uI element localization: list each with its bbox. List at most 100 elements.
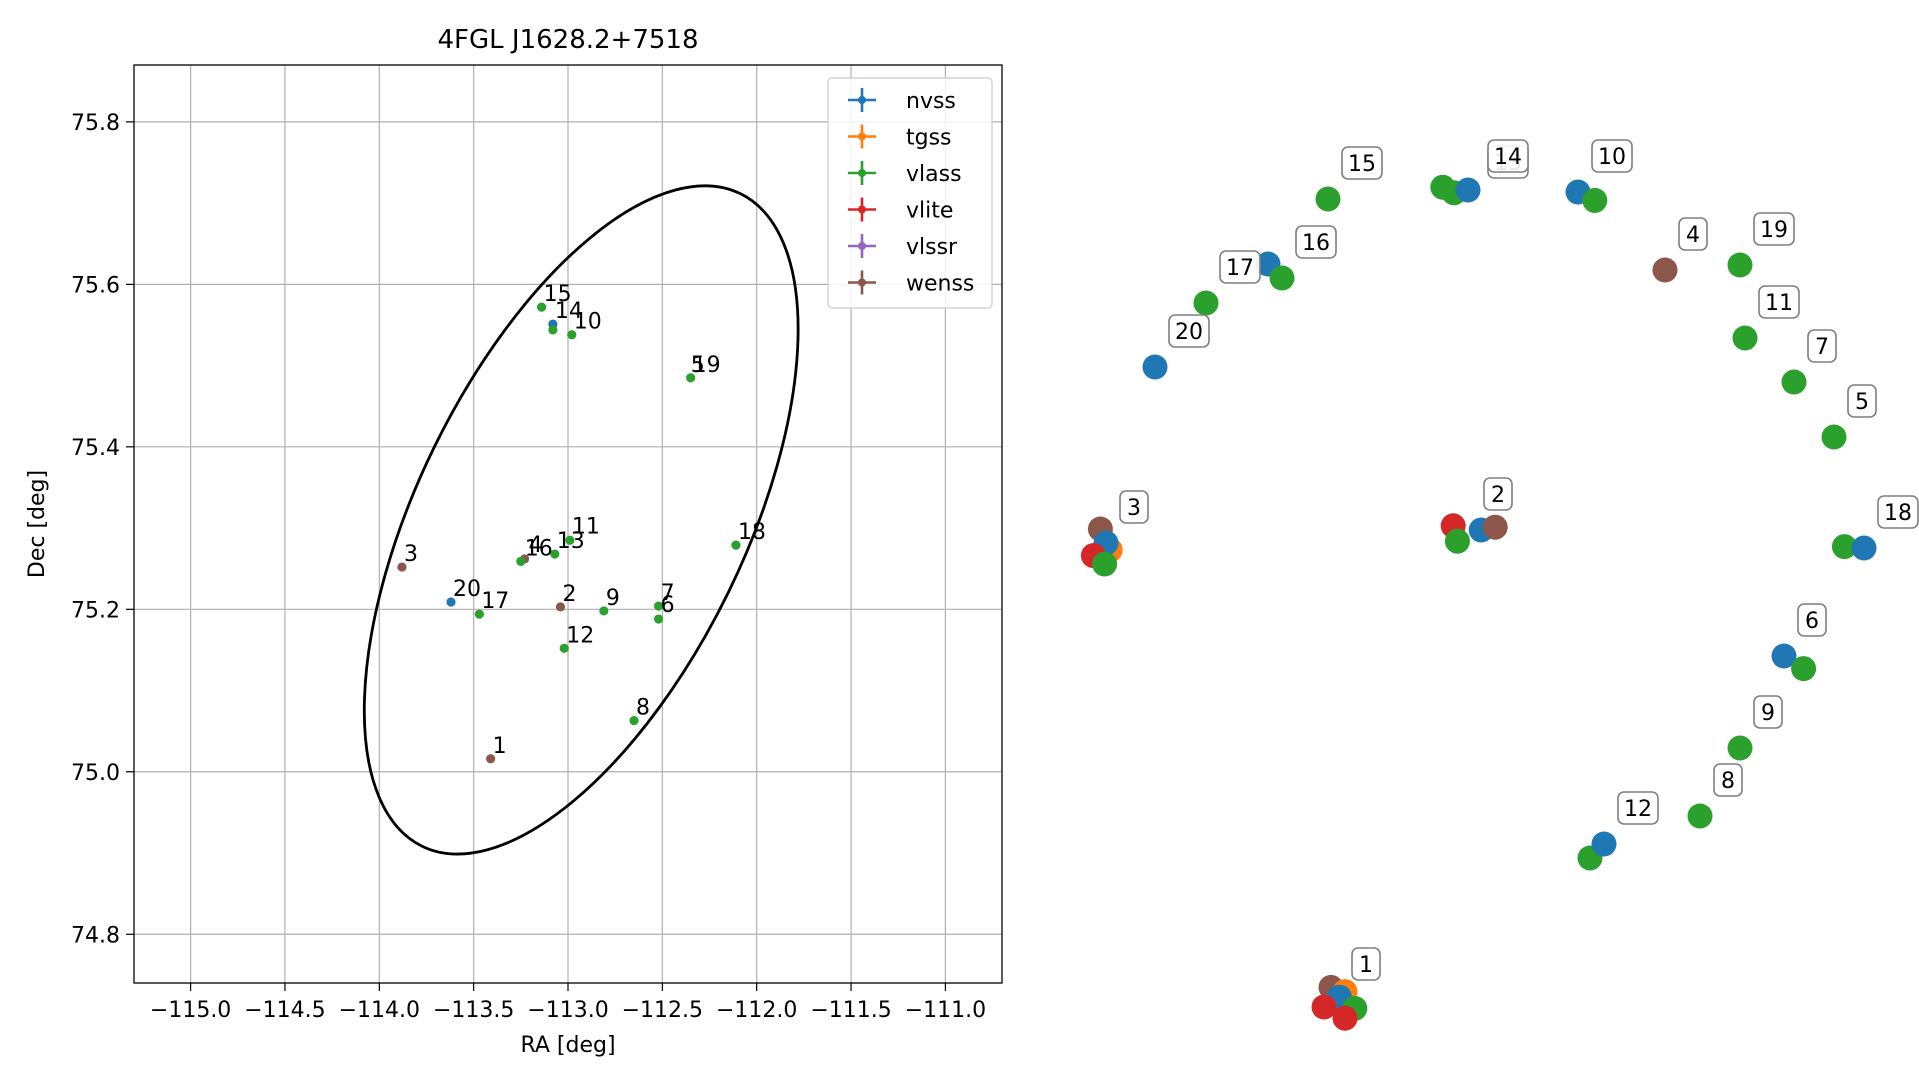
- cluster-label: 7: [1807, 329, 1837, 363]
- legend-label: tgss: [906, 126, 952, 151]
- error-ellipse: [362, 184, 800, 856]
- legend-entry-vlssr: vlssr: [848, 234, 958, 260]
- cluster-label: 3: [1119, 490, 1149, 524]
- point-label: 8: [636, 696, 650, 721]
- point-label: 20: [453, 577, 481, 602]
- y-tick-label: 75.8: [71, 111, 120, 136]
- cluster-dots: [1080, 174, 1877, 1031]
- label-text: 14: [1494, 145, 1522, 170]
- label-text: 4: [1686, 223, 1700, 248]
- cluster-label: 15: [1341, 146, 1383, 180]
- x-gridlines: [190, 65, 946, 983]
- cluster-dot-vlass: [1732, 325, 1758, 351]
- point-label: 2: [562, 582, 576, 607]
- legend-marker: [858, 278, 866, 287]
- legend-label: wenss: [906, 272, 974, 297]
- cluster-dot-vlass: [1687, 803, 1713, 829]
- y-tick-label: 75.0: [71, 761, 120, 786]
- chart-title: 4FGL J1628.2+7518: [438, 25, 699, 55]
- cluster-label: 1: [1351, 947, 1381, 981]
- label-box: [1713, 763, 1743, 797]
- label-box: [1753, 212, 1795, 246]
- label-box: [1877, 495, 1919, 529]
- x-tick-label: −114.0: [339, 998, 420, 1023]
- cluster-dot-vlass: [1269, 265, 1295, 291]
- cluster-dot-vlite: [1311, 994, 1337, 1020]
- cluster-label: 5: [1847, 384, 1877, 418]
- label-box: [1807, 329, 1837, 363]
- point-label: 10: [574, 310, 602, 335]
- label-box: [1591, 139, 1633, 173]
- legend-marker: [858, 205, 866, 214]
- label-text: 9: [1761, 701, 1775, 726]
- point-wenss: [486, 754, 496, 764]
- legend-label: vlite: [906, 199, 953, 224]
- x-tick-label: −112.0: [716, 998, 797, 1023]
- cluster-label: 20: [1168, 314, 1210, 348]
- x-tick-label: −114.5: [244, 998, 325, 1023]
- point-label: 14: [555, 299, 583, 324]
- point-label: 4: [528, 533, 542, 558]
- label-text: 20: [1175, 320, 1203, 345]
- point-label: 12: [566, 623, 594, 648]
- label-text: 8: [1721, 769, 1735, 794]
- cluster-label: 8: [1713, 763, 1743, 797]
- cluster-dot-vlass: [1781, 369, 1807, 395]
- cluster-dot-nvss: [1142, 354, 1168, 380]
- label-text: 16: [1302, 231, 1330, 256]
- label-text: 11: [1765, 291, 1793, 316]
- point-label: 9: [606, 586, 620, 611]
- x-ticks: −115.0 −114.5 −114.0 −113.5 −113.0 −112.5 −112…: [150, 983, 986, 1023]
- point-wenss: [397, 562, 407, 572]
- cluster-label: 6: [1797, 603, 1827, 637]
- legend: nvss tgss vlass vlite vlssr wenss: [827, 77, 993, 309]
- cluster-dot-wenss: [1482, 514, 1508, 540]
- cluster-label: 17: [1219, 250, 1261, 284]
- x-tick-label: −115.0: [150, 998, 231, 1023]
- cluster-label: 10: [1591, 139, 1633, 173]
- legend-entry-vlass: vlass: [848, 161, 962, 187]
- cluster-label: 14: [1487, 139, 1529, 173]
- point-label: 7: [661, 581, 675, 606]
- y-axis-label: Dec [deg]: [25, 470, 50, 578]
- zoom-cluster-plot: 1234567891011121314151617181920: [1080, 139, 1919, 1031]
- point-vlass: [653, 601, 664, 611]
- point-label: 16: [525, 536, 553, 561]
- point-vlass: [653, 614, 664, 624]
- y-ticks: 74.8 75.0 75.2 75.4 75.6 75.8: [71, 111, 134, 948]
- cluster-dot-wenss: [1652, 257, 1678, 283]
- point-nvss: [446, 597, 456, 607]
- ellipse-outline: [362, 184, 800, 856]
- point-vlass: [565, 535, 575, 545]
- label-box: [1341, 146, 1383, 180]
- y-tick-label: 75.4: [71, 436, 120, 461]
- cluster-dot-nvss: [1771, 643, 1797, 669]
- label-box: [1295, 225, 1337, 259]
- label-box: [1758, 285, 1800, 319]
- point-vlass: [567, 330, 577, 340]
- x-tick-label: −111.0: [905, 998, 986, 1023]
- point-vlass: [629, 715, 639, 726]
- point-label: 6: [661, 593, 675, 618]
- y-tick-label: 74.8: [71, 923, 120, 948]
- cluster-dot-vlass: [1727, 252, 1753, 278]
- cluster-label: 2: [1483, 477, 1513, 511]
- cluster-dot-vlass: [1821, 424, 1847, 450]
- cluster-label: 4: [1678, 217, 1708, 251]
- point-vlass: [536, 302, 547, 312]
- cluster-dot-vlass: [1791, 656, 1817, 682]
- cluster-dot-vlass: [1315, 186, 1341, 212]
- point-label: 15: [544, 282, 572, 307]
- point-vlass: [731, 540, 741, 550]
- label-text: 15: [1348, 152, 1376, 177]
- legend-marker: [858, 242, 866, 250]
- y-tick-label: 75.2: [71, 598, 120, 623]
- legend-entry-tgss: tgss: [848, 124, 952, 151]
- x-axis-label: RA [deg]: [520, 1033, 615, 1058]
- label-text: 10: [1598, 145, 1626, 170]
- point-vlass: [474, 609, 484, 619]
- label-text: 7: [1815, 335, 1829, 360]
- x-tick-label: −112.5: [622, 998, 703, 1023]
